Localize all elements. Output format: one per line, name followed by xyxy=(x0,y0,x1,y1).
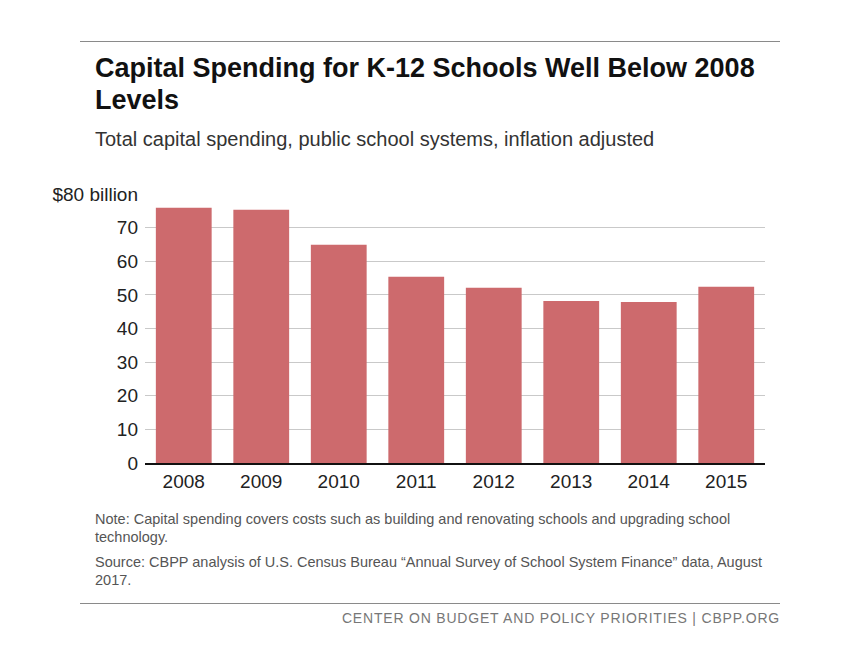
svg-text:2014: 2014 xyxy=(628,471,671,492)
svg-text:30: 30 xyxy=(117,352,138,373)
html-text:Note: Capital spending covers: Note: Capital spending covers costs such… xyxy=(95,511,731,545)
svg-text:$80 billion: $80 billion xyxy=(52,184,138,205)
svg-text:2011: 2011 xyxy=(396,471,437,492)
svg-text:2015: 2015 xyxy=(705,471,747,492)
svg-text:20: 20 xyxy=(117,385,138,406)
svg-text:50: 50 xyxy=(117,285,138,306)
svg-text:2009: 2009 xyxy=(240,471,282,492)
svg-text:2013: 2013 xyxy=(550,471,592,492)
html-text:CENTER ON BUDGET AND POLICY PR: CENTER ON BUDGET AND POLICY PRIORITIES |… xyxy=(342,610,780,626)
svg-text:2012: 2012 xyxy=(473,471,515,492)
svg-text:60: 60 xyxy=(117,251,138,272)
html-text:Source: CBPP analysis of U.S.: Source: CBPP analysis of U.S. Census Bur… xyxy=(95,554,763,588)
svg-text:2008: 2008 xyxy=(163,471,205,492)
svg-text:2010: 2010 xyxy=(318,471,360,492)
svg-text:10: 10 xyxy=(117,419,138,440)
html-text:Capital Spending for K-12 Scho: Capital Spending for K-12 Schools Well B… xyxy=(95,53,755,115)
svg-text:0: 0 xyxy=(127,453,138,474)
html-text:Total capital spending, public: Total capital spending, public school sy… xyxy=(95,128,655,150)
svg-text:40: 40 xyxy=(117,318,138,339)
svg-text:70: 70 xyxy=(117,217,138,238)
